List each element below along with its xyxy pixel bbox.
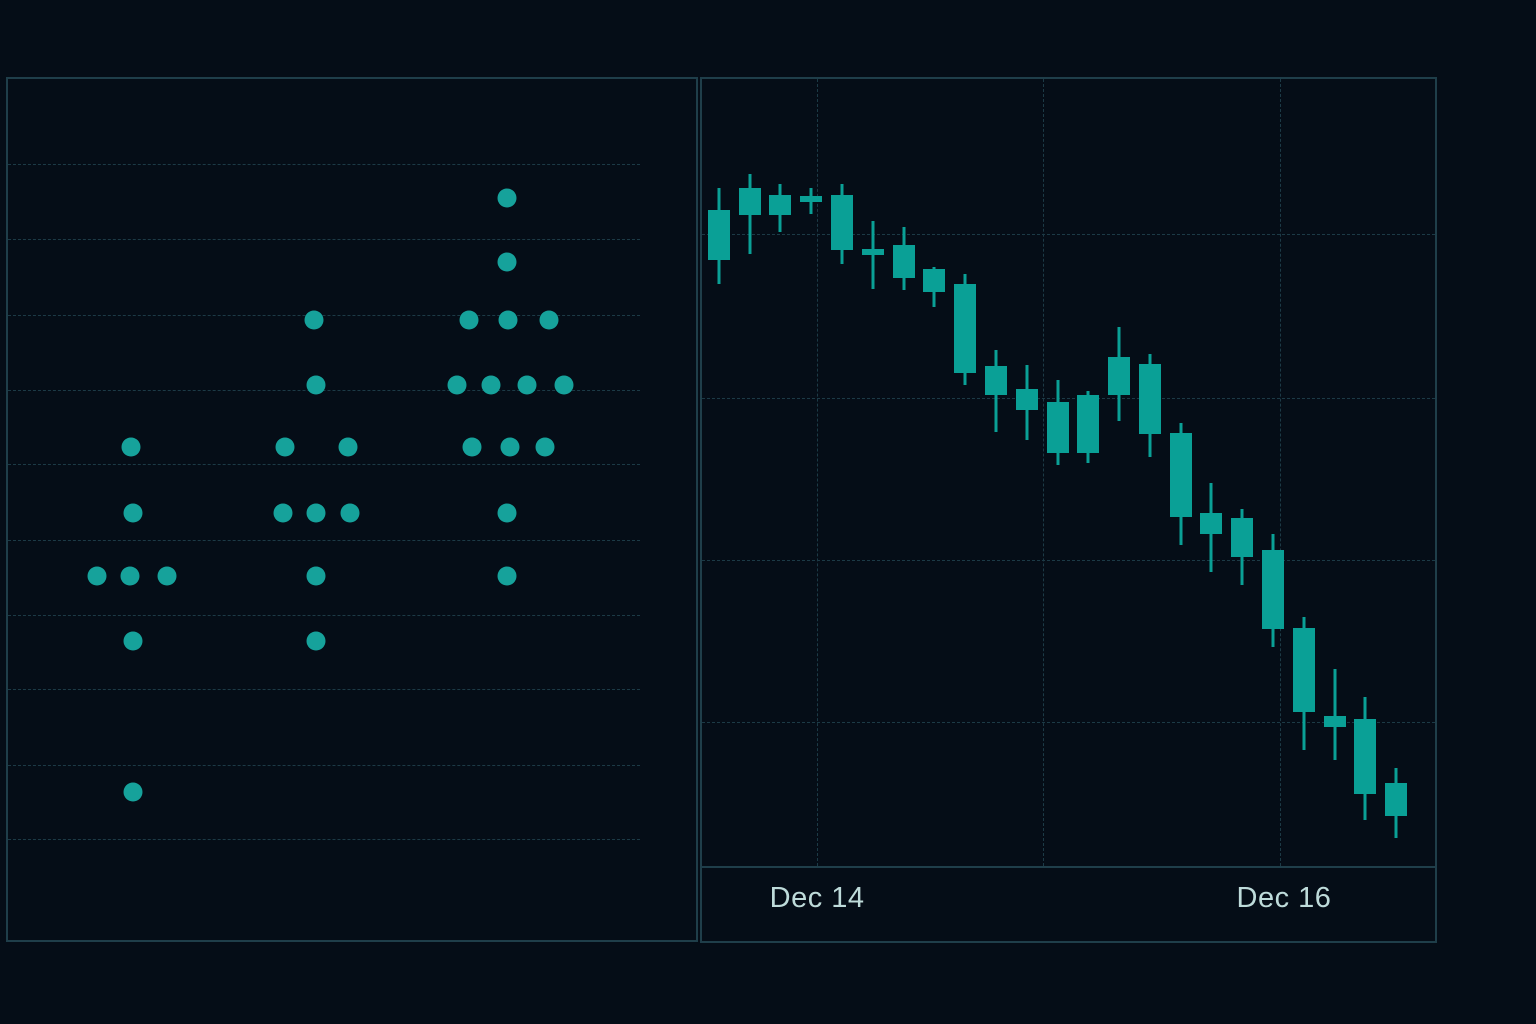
data-point-dot — [273, 503, 292, 523]
data-point-dot — [157, 566, 177, 586]
gridline-vertical — [817, 79, 819, 866]
data-point-dot — [517, 375, 537, 395]
candle-body — [892, 245, 915, 279]
candlestick-plot-area[interactable] — [702, 79, 1435, 868]
x-axis-band: Dec 14 Dec 16 — [702, 870, 1435, 941]
candle-body — [831, 194, 853, 250]
candle-wick — [1333, 669, 1337, 760]
data-point-dot — [535, 437, 555, 457]
x-axis-label-dec-14: Dec 14 — [769, 882, 865, 914]
gridline-horizontal — [702, 397, 1435, 399]
data-point-dot — [500, 437, 520, 457]
data-point-dot — [123, 631, 143, 651]
data-point-dot — [498, 310, 518, 330]
candle-body — [984, 366, 1007, 395]
gridline-horizontal — [8, 839, 641, 841]
data-point-dot — [306, 566, 326, 586]
data-point-dot — [539, 310, 559, 330]
gridline-vertical — [1042, 79, 1044, 866]
gridline-horizontal — [8, 164, 641, 166]
gridline-horizontal — [8, 689, 641, 691]
candle-body — [1231, 518, 1254, 558]
data-point-dot — [123, 503, 143, 523]
candle-body — [1077, 395, 1100, 453]
dot-plot-panel — [6, 77, 698, 942]
candle-body — [707, 209, 730, 260]
data-point-dot — [87, 566, 107, 586]
gridline-horizontal — [8, 314, 641, 316]
gridline-horizontal — [702, 234, 1435, 236]
data-point-dot — [462, 437, 482, 457]
data-point-dot — [447, 375, 467, 395]
candle-body — [1200, 513, 1223, 534]
candle-body — [1323, 715, 1346, 727]
data-point-dot — [554, 375, 574, 395]
data-point-dot — [123, 782, 143, 802]
data-point-dot — [497, 566, 517, 586]
gridline-horizontal — [8, 614, 641, 616]
data-point-dot — [306, 631, 326, 651]
candle-body — [1385, 782, 1408, 816]
data-point-dot — [497, 188, 517, 208]
data-point-dot — [120, 566, 140, 586]
dot-plot-area[interactable] — [8, 79, 696, 940]
gridline-horizontal — [8, 389, 641, 391]
gridline-horizontal — [8, 765, 641, 767]
data-point-dot — [306, 375, 326, 395]
candle-body — [861, 248, 884, 256]
data-point-dot — [497, 252, 517, 272]
data-point-dot — [304, 310, 324, 330]
candle-body — [769, 194, 792, 216]
candle-body — [1262, 550, 1284, 630]
data-point-dot — [306, 503, 326, 523]
candle-body — [1046, 402, 1069, 453]
gridline-horizontal — [702, 559, 1435, 561]
gridline-horizontal — [8, 239, 641, 241]
data-point-dot — [338, 437, 358, 457]
candle-body — [738, 187, 761, 216]
data-point-dot — [121, 437, 141, 457]
candle-body — [1169, 433, 1192, 517]
candle-body — [954, 283, 977, 373]
gridline-vertical — [1279, 79, 1281, 866]
gridline-horizontal — [702, 721, 1435, 723]
gridline-horizontal — [8, 539, 641, 541]
data-point-dot — [340, 503, 360, 523]
data-point-dot — [481, 375, 501, 395]
candle-body — [1108, 356, 1131, 396]
candle-body — [1015, 389, 1038, 410]
x-axis-label-dec-16: Dec 16 — [1236, 882, 1332, 914]
candle-body — [1354, 718, 1377, 795]
candlestick-panel: Dec 14 Dec 16 — [700, 77, 1437, 943]
data-point-dot — [497, 503, 517, 523]
data-point-dot — [459, 310, 479, 330]
data-point-dot — [275, 437, 295, 457]
candle-body — [800, 196, 823, 202]
candle-body — [1138, 363, 1161, 434]
candle-body — [1292, 628, 1315, 712]
gridline-horizontal — [8, 463, 641, 465]
candle-body — [923, 268, 946, 293]
